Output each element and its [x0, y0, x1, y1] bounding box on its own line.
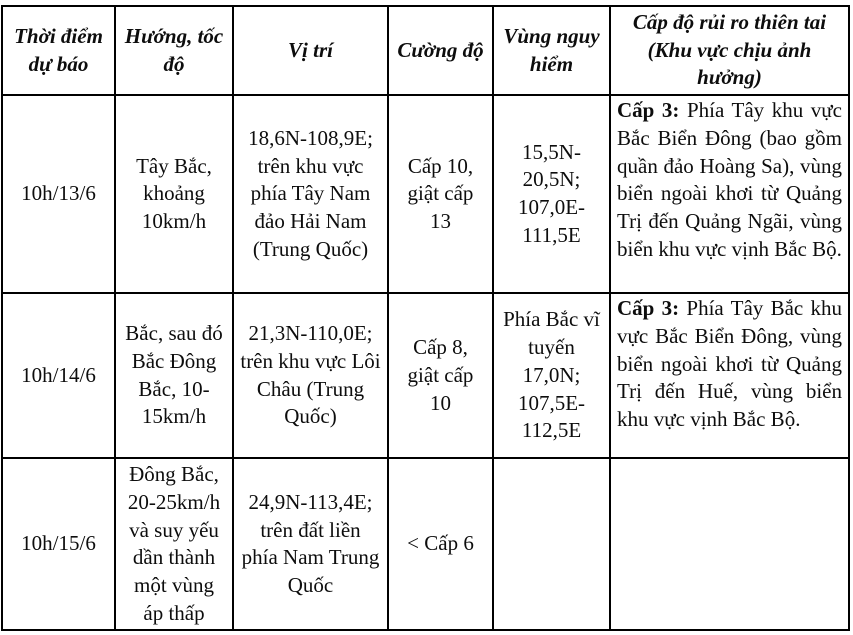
cell-forecast-time: 10h/13/6 — [1, 94, 116, 295]
table-row: 10h/13/6 Tây Bắc, khoảng 10km/h 18,6N-10… — [1, 94, 850, 295]
cell-forecast-time: 10h/14/6 — [1, 292, 116, 460]
cell-danger-zone: 15,5N-20,5N; 107,0E-111,5E — [492, 94, 611, 295]
table-body: 10h/13/6 Tây Bắc, khoảng 10km/h 18,6N-10… — [1, 94, 850, 632]
cell-intensity: Cấp 8, giật cấp 10 — [387, 292, 494, 460]
cell-direction-speed: Đông Bắc, 20-25km/h và suy yếu dần thành… — [114, 457, 234, 632]
header-direction-speed: Hướng, tốc độ — [114, 4, 234, 97]
table-row: 10h/14/6 Bắc, sau đó Bắc Đông Bắc, 10-15… — [1, 292, 850, 460]
cell-intensity: < Cấp 6 — [387, 457, 494, 632]
header-row: Thời điểm dự báo Hướng, tốc độ Vị trí Cư… — [1, 4, 850, 97]
header-intensity: Cường độ — [387, 4, 494, 97]
cell-direction-speed: Bắc, sau đó Bắc Đông Bắc, 10-15km/h — [114, 292, 234, 460]
header-position: Vị trí — [232, 4, 389, 97]
cell-risk-level — [609, 457, 850, 632]
cell-position: 21,3N-110,0E; trên khu vực Lôi Châu (Tru… — [232, 292, 389, 460]
cell-position: 18,6N-108,9E; trên khu vực phía Tây Nam … — [232, 94, 389, 295]
table-header: Thời điểm dự báo Hướng, tốc độ Vị trí Cư… — [1, 4, 850, 97]
header-forecast-time: Thời điểm dự báo — [1, 4, 116, 97]
table-row: 10h/15/6 Đông Bắc, 20-25km/h và suy yếu … — [1, 457, 850, 632]
header-risk-level: Cấp độ rủi ro thiên tai (Khu vực chịu ản… — [609, 4, 850, 97]
risk-level-text: Phía Tây Bắc khu vực Bắc Biển Đông, vùng… — [617, 296, 842, 432]
cell-forecast-time: 10h/15/6 — [1, 457, 116, 632]
risk-level-label: Cấp 3: — [617, 98, 680, 123]
storm-forecast-table: Thời điểm dự báo Hướng, tốc độ Vị trí Cư… — [1, 4, 850, 632]
risk-level-label: Cấp 3: — [617, 296, 680, 321]
cell-danger-zone — [492, 457, 611, 632]
header-danger-zone: Vùng nguy hiểm — [492, 4, 611, 97]
cell-danger-zone: Phía Bắc vĩ tuyến 17,0N; 107,5E-112,5E — [492, 292, 611, 460]
cell-direction-speed: Tây Bắc, khoảng 10km/h — [114, 94, 234, 295]
cell-intensity: Cấp 10, giật cấp 13 — [387, 94, 494, 295]
cell-position: 24,9N-113,4E; trên đất liền phía Nam Tru… — [232, 457, 389, 632]
risk-level-text: Phía Tây khu vực Bắc Biển Đông (bao gồm … — [617, 98, 843, 261]
cell-risk-level: Cấp 3: Phía Tây Bắc khu vực Bắc Biển Đôn… — [609, 292, 850, 460]
cell-risk-level: Cấp 3: Phía Tây khu vực Bắc Biển Đông (b… — [609, 94, 850, 295]
